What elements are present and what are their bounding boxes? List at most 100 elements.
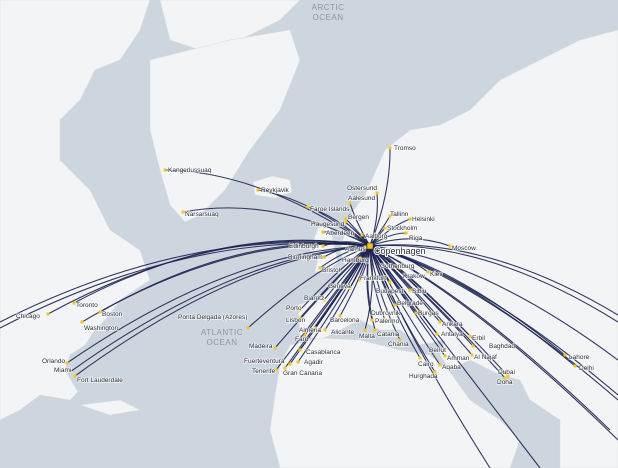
- route-tromso[interactable]: [369, 147, 391, 247]
- airport-label-haugesund[interactable]: Haugesund: [310, 220, 345, 229]
- airport-label-orlando[interactable]: Orlando: [41, 357, 66, 366]
- airport-marker-haugesund[interactable]: [343, 220, 347, 224]
- route-washington[interactable]: [81, 243, 371, 323]
- airport-label-bergen[interactable]: Bergen: [347, 213, 370, 222]
- airport-label-tromso[interactable]: Tromso: [393, 144, 417, 153]
- airport-marker-boston[interactable]: [98, 310, 102, 314]
- airport-marker-malta[interactable]: [363, 328, 367, 332]
- route-offscreen[interactable]: [0, 242, 371, 329]
- airport-label-dubrovnik[interactable]: Dubrovnik: [370, 309, 402, 318]
- route-belgrade[interactable]: [369, 245, 396, 306]
- airport-label-narsarsuaq[interactable]: Narsarsuaq: [184, 210, 220, 219]
- route-offscreen[interactable]: [369, 245, 618, 441]
- airport-label-antalya[interactable]: Antalya: [440, 330, 464, 339]
- airport-marker-edinburgh[interactable]: [321, 244, 325, 248]
- route-fort-lauderdale[interactable]: [74, 245, 371, 377]
- airport-marker-washington[interactable]: [80, 320, 84, 324]
- airport-label-krakow[interactable]: Krakow: [402, 272, 426, 281]
- airport-marker-palermo[interactable]: [370, 318, 374, 322]
- airport-marker-faroe-islands[interactable]: [306, 205, 310, 209]
- airport-label-alicante[interactable]: Alicante: [330, 328, 355, 337]
- airport-marker-catania[interactable]: [373, 328, 377, 332]
- airport-label-budapest[interactable]: Budapest: [375, 287, 404, 296]
- airport-label-boston[interactable]: Boston: [101, 310, 123, 319]
- route-agadir[interactable]: [297, 245, 371, 363]
- route-miami[interactable]: [69, 245, 371, 373]
- airport-label-lisbon[interactable]: Lisbon: [285, 316, 306, 325]
- airport-marker-cairo[interactable]: [418, 356, 422, 360]
- airport-label-almeria[interactable]: Almeria: [298, 326, 322, 335]
- route-offscreen[interactable]: [369, 244, 618, 316]
- airport-label-cairo[interactable]: Cairo: [417, 360, 435, 369]
- airport-marker-aarhus[interactable]: [363, 245, 367, 249]
- airport-label-tallinn[interactable]: Tallinn: [389, 210, 409, 219]
- airport-label-birmingham[interactable]: Birmingham: [287, 253, 323, 262]
- airport-marker-alicante[interactable]: [323, 328, 327, 332]
- route-al-najaf[interactable]: [369, 245, 473, 356]
- airport-marker-amman[interactable]: [443, 354, 447, 358]
- route-offscreen[interactable]: [369, 245, 618, 401]
- airport-label-delhi[interactable]: Delhi: [578, 364, 594, 373]
- airport-label-lahore[interactable]: Lahore: [568, 353, 590, 362]
- route-helsinki[interactable]: [369, 218, 411, 247]
- airport-marker-chicago[interactable]: [46, 312, 50, 316]
- airport-label-chicago[interactable]: Chicago: [15, 312, 41, 321]
- airport-marker-ankara[interactable]: [438, 320, 442, 324]
- airport-marker-lahore[interactable]: [563, 353, 567, 357]
- airport-marker-dubrovnik[interactable]: [383, 318, 387, 322]
- airport-marker-lisbon[interactable]: [298, 316, 302, 320]
- airport-label-madeira[interactable]: Madeira: [248, 342, 273, 351]
- airport-marker-aalesund[interactable]: [348, 201, 352, 205]
- airport-label-burgas[interactable]: Burgas: [417, 309, 440, 318]
- airport-label-ostersund[interactable]: Ostersund: [346, 184, 378, 193]
- airport-marker-orlando[interactable]: [65, 361, 69, 365]
- route-chicago[interactable]: [47, 240, 371, 315]
- airport-marker-antalya[interactable]: [435, 332, 439, 336]
- airport-label-sibiu[interactable]: Sibiu: [411, 287, 427, 296]
- airport-label-dubai[interactable]: Dubai: [497, 368, 516, 377]
- route-moscow[interactable]: [369, 238, 451, 247]
- route-aalesund[interactable]: [349, 202, 371, 247]
- airport-marker-geneva[interactable]: [348, 286, 352, 290]
- airport-label-erbil[interactable]: Erbil: [471, 334, 486, 343]
- route-orlando[interactable]: [66, 245, 371, 364]
- airport-marker-tallinn[interactable]: [388, 214, 392, 218]
- airport-label-hamburg[interactable]: Hamburg: [341, 256, 370, 265]
- airport-marker-dubai[interactable]: [506, 374, 510, 378]
- airport-label-malta[interactable]: Malta: [358, 332, 376, 341]
- airport-marker-almeria[interactable]: [313, 326, 317, 330]
- route-gran-canaria[interactable]: [284, 245, 371, 369]
- route-offscreen[interactable]: [369, 245, 618, 361]
- airport-marker-al-najaf[interactable]: [470, 353, 474, 357]
- airport-label-reykjavik[interactable]: Reykjavik: [260, 186, 290, 195]
- airport-label-washington[interactable]: Washington: [83, 324, 119, 333]
- airport-label-fuerteventura[interactable]: Fuerteventura: [243, 357, 285, 366]
- airport-marker-frankfurt[interactable]: [358, 278, 362, 282]
- route-porto[interactable]: [299, 245, 371, 311]
- airport-label-ankara[interactable]: Ankara: [441, 320, 464, 329]
- route-madeira[interactable]: [274, 245, 371, 349]
- airport-marker-ostersund[interactable]: [375, 191, 379, 195]
- airport-label-chania[interactable]: Chania: [387, 340, 410, 349]
- airport-marker-hurghada[interactable]: [433, 370, 437, 374]
- airport-marker-riga[interactable]: [404, 231, 408, 235]
- airport-label-helsinki[interactable]: Helsinki: [411, 215, 435, 224]
- airport-marker-fuerteventura[interactable]: [288, 362, 292, 366]
- airport-label-hurghada[interactable]: Hurghada: [408, 372, 439, 381]
- airport-marker-narsarsuaq[interactable]: [181, 210, 185, 214]
- route-aberdeen[interactable]: [322, 231, 371, 247]
- airport-label-riga[interactable]: Riga: [408, 234, 423, 243]
- airport-label-moscow[interactable]: Moscow: [451, 244, 477, 253]
- airport-label-palermo[interactable]: Palermo: [374, 317, 400, 326]
- airport-marker-fort-lauderdale[interactable]: [73, 374, 77, 378]
- airport-marker-helsinki[interactable]: [408, 217, 412, 221]
- airport-marker-agadir[interactable]: [296, 360, 300, 364]
- route-doha[interactable]: [369, 245, 506, 379]
- airport-label-aqaba[interactable]: Aqaba: [441, 363, 462, 372]
- airport-label-aalesund[interactable]: Aalesund: [347, 194, 376, 203]
- route-offscreen[interactable]: [369, 245, 541, 468]
- airport-marker-delhi[interactable]: [573, 364, 577, 368]
- airport-label-biarritz[interactable]: Biarritz: [303, 294, 325, 303]
- route-offscreen[interactable]: [369, 245, 491, 468]
